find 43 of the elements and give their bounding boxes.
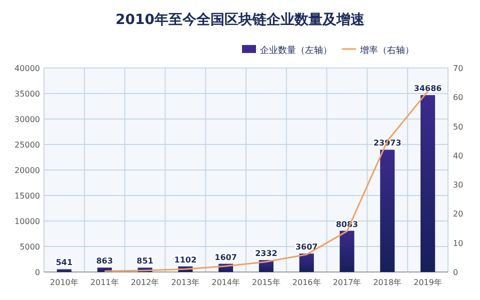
y-tick-label: 5000 bbox=[20, 242, 40, 252]
y2-tick-label: 40 bbox=[453, 151, 464, 160]
bar bbox=[299, 254, 314, 272]
bar bbox=[380, 150, 395, 272]
data-label: 1102 bbox=[174, 255, 197, 264]
y2-tick-label: 60 bbox=[453, 93, 464, 102]
x-tick-label: 2019年 bbox=[414, 278, 442, 287]
y-tick-label: 15000 bbox=[14, 192, 40, 200]
y-tick-label: 25000 bbox=[14, 140, 40, 150]
legend-label: 企业数量（左轴） bbox=[260, 45, 332, 56]
y-tick-label: 0 bbox=[34, 268, 40, 277]
data-label: 3607 bbox=[295, 242, 318, 252]
y-tick-label: 10000 bbox=[14, 217, 40, 226]
chart-title: 2010年至今全国区块链企业数量及增速 bbox=[116, 12, 366, 28]
x-tick-label: 2013年 bbox=[171, 278, 200, 287]
data-label: 2332 bbox=[255, 249, 278, 258]
y-tick-label: 35000 bbox=[14, 90, 40, 98]
data-label: 1607 bbox=[214, 252, 237, 262]
y2-tick-label: 20 bbox=[453, 210, 464, 219]
y2-tick-label: 70 bbox=[453, 64, 464, 73]
x-tick-label: 2011年 bbox=[90, 278, 119, 287]
y2-tick-label: 50 bbox=[453, 122, 464, 132]
y-tick-label: 20000 bbox=[14, 166, 40, 175]
bar bbox=[420, 95, 436, 272]
legend-label: 增率（右轴） bbox=[359, 45, 414, 56]
data-label: 851 bbox=[136, 256, 154, 266]
y-tick-label: 30000 bbox=[14, 115, 40, 124]
x-tick-label: 2015年 bbox=[252, 278, 280, 287]
data-label: 541 bbox=[56, 258, 73, 268]
data-label: 34686 bbox=[414, 84, 442, 94]
x-tick-label: 2014年 bbox=[212, 278, 240, 287]
x-tick-label: 2018年 bbox=[373, 278, 402, 287]
bar bbox=[340, 230, 354, 272]
y2-tick-label: 10 bbox=[453, 238, 464, 248]
x-tick-label: 2016年 bbox=[292, 278, 321, 287]
y2-tick-label: 30 bbox=[453, 180, 464, 190]
bar bbox=[56, 269, 72, 272]
x-tick-label: 2012年 bbox=[130, 278, 160, 287]
data-label: 863 bbox=[96, 256, 113, 266]
x-tick-label: 2017年 bbox=[332, 278, 362, 287]
y2-tick-label: 0 bbox=[453, 268, 458, 277]
x-tick-label: 2010年 bbox=[50, 278, 78, 287]
y-tick-label: 40000 bbox=[14, 64, 40, 73]
